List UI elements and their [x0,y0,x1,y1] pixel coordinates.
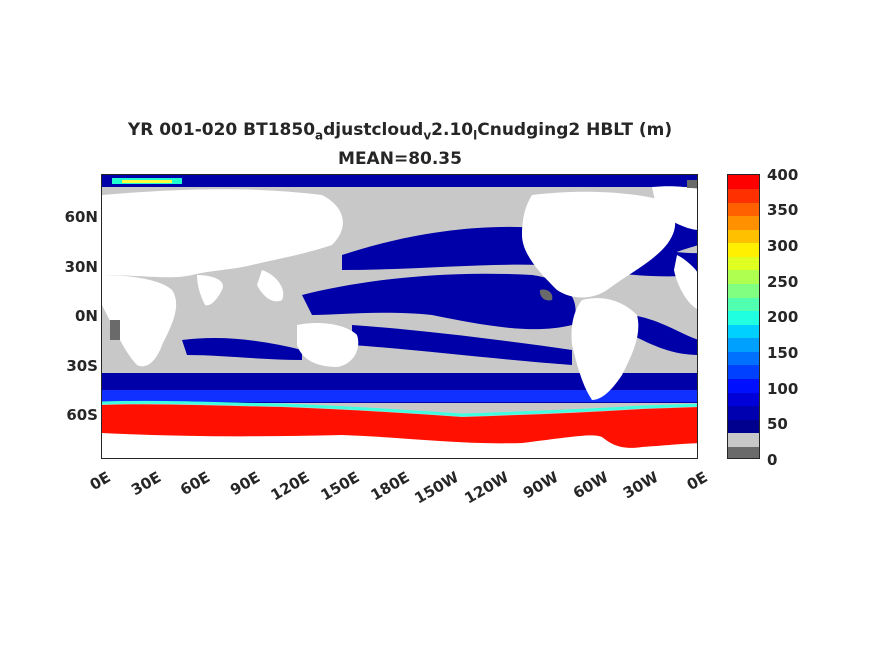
colorbar-tick-label: 0 [767,451,778,469]
colorbar-cell [728,337,759,352]
south-indian-band [182,338,302,360]
equatorial-pacific-band [302,273,576,330]
colorbar-cell [728,188,759,203]
lon-label: 90E [227,468,264,500]
colorbar-tick-label: 300 [767,237,799,255]
colorbar-cell [728,270,759,285]
plot-title: YR 001-020 BT1850adjustcloudv2.10lCnudgi… [127,120,673,143]
antarctica-landmass [102,433,697,458]
colorbar-tick-label: 250 [767,273,799,291]
colorbar-tick-label: 400 [767,166,799,184]
colorbar-cell [728,392,759,407]
southeast-asia-landmass [257,270,284,302]
lat-label-60s: 60S [66,406,98,424]
india-landmass [197,275,223,306]
australia-landmass [297,323,359,367]
south-pacific-band [352,325,572,365]
lon-label: 90W [520,468,562,503]
colorbar-cell [728,405,759,420]
colorbar-cell [728,229,759,244]
west-africa-landmass [674,255,697,309]
colorbar-cell [728,175,759,190]
ocean-map [102,175,697,458]
colorbar-cell [728,446,759,458]
lon-label: 30E [127,468,164,500]
lat-label-30n: 30N [64,258,98,276]
lon-label: 60E [177,468,214,500]
colorbar-tick-label: 350 [767,201,799,219]
colorbar-cell [728,419,759,434]
lat-label-0n: 0N [75,307,98,325]
map-panel [101,174,698,459]
lat-label-60n: 60N [64,208,98,226]
africa-landmass [102,275,177,367]
colorbar-tick-label: 50 [767,415,788,433]
colorbar-cell [728,242,759,257]
eurasia-landmass [102,189,343,278]
lon-label: 120W [461,468,512,508]
colorbar-cell [728,283,759,298]
colorbar-cell [728,310,759,325]
south-america-landmass [571,298,639,400]
colorbar-cell [728,202,759,217]
colorbar-cell [728,297,759,312]
polar-front-line [102,400,697,417]
lon-label: 0E [87,468,114,494]
colorbar-cell [728,324,759,339]
colorbar-cell [728,432,759,447]
lon-label: 180E [367,468,413,505]
colorbar-cell [728,256,759,271]
north-america-landmass [522,191,676,298]
lon-label: 60W [570,468,612,503]
lat-label-30s: 30S [66,357,98,375]
colorbar-cell [728,351,759,366]
colorbar-tick-label: 200 [767,308,799,326]
colorbar-cell [728,378,759,393]
colorbar-cell [728,215,759,230]
arctic-ocean-band [102,175,697,187]
plot-mean-subtitle: MEAN=80.35 [338,149,462,169]
colorbar-cell [728,365,759,380]
colorbar [727,174,760,459]
lon-label: 120E [268,468,313,505]
lon-label: 150E [317,468,363,505]
greenland-landmass [652,186,697,230]
colorbar-tick-label: 100 [767,380,799,398]
lon-label: 150W [411,468,463,508]
dark-grey-patch [110,320,120,340]
lon-label: 0E [684,468,711,494]
lon-label: 30W [619,468,662,503]
south-atlantic-band [632,315,697,355]
colorbar-tick-label: 150 [767,344,799,362]
